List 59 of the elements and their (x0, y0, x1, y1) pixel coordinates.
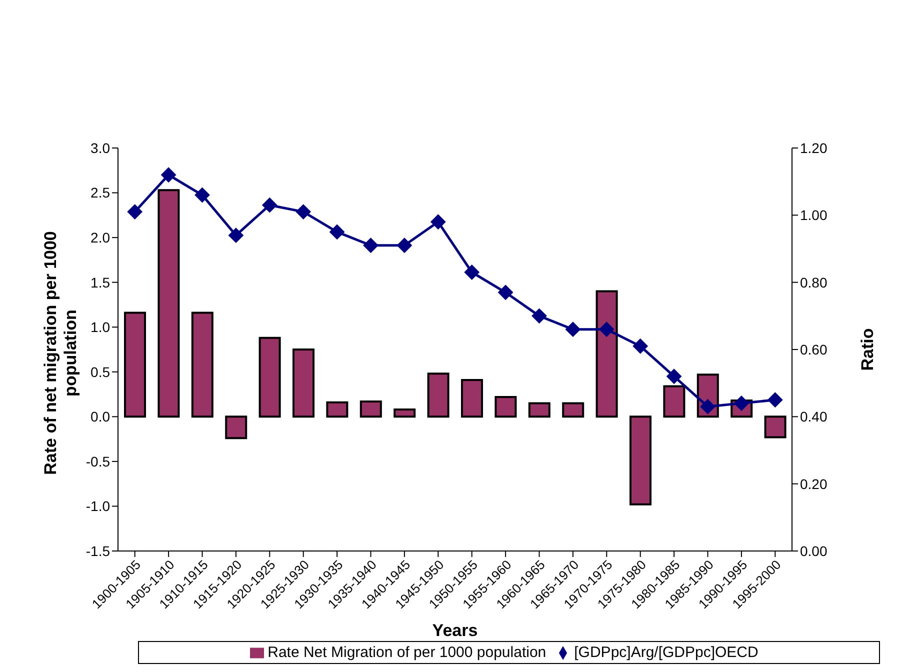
bar (630, 416, 652, 506)
point (532, 308, 547, 324)
y-tick-label: 0.5 (90, 364, 110, 380)
bar (596, 290, 618, 418)
bar (494, 396, 517, 418)
bar (394, 408, 416, 418)
point (498, 284, 514, 300)
bar (360, 400, 382, 418)
point (632, 338, 648, 354)
bar (158, 189, 180, 418)
bar (191, 312, 214, 418)
y2-tick-label: 0.80 (800, 274, 828, 290)
bar (764, 416, 786, 438)
point (262, 198, 278, 213)
point (363, 238, 378, 253)
point (599, 322, 614, 337)
point (127, 204, 142, 220)
y-tick-label: 1.0 (90, 319, 110, 336)
point (768, 392, 783, 408)
point (161, 167, 176, 182)
x-axis-title: Years (432, 621, 478, 640)
point (700, 399, 716, 414)
bar (663, 385, 686, 418)
point (194, 188, 210, 203)
point (565, 322, 580, 337)
point (666, 368, 682, 384)
point (296, 204, 311, 220)
y2-tick-label: 1.00 (800, 207, 828, 224)
bar (528, 402, 550, 418)
y-tick-label: 1.5 (90, 274, 110, 290)
point (396, 238, 412, 253)
point (330, 224, 345, 240)
y2-tick-label: 0.20 (800, 476, 828, 492)
legend-label: [GDPpc]Arg/[GDPpc]OECD (574, 644, 758, 661)
y-tick-label: -0.5 (86, 453, 110, 470)
y-tick-label: -1.5 (86, 542, 110, 559)
y2-tick-label: 0.40 (800, 408, 828, 425)
bar (292, 348, 314, 418)
bar (258, 336, 281, 418)
y-tick-label: 2.0 (90, 230, 110, 246)
bar (124, 312, 146, 418)
point (464, 264, 480, 280)
bar (326, 401, 348, 418)
point (430, 214, 446, 230)
bar (225, 416, 248, 440)
bar (562, 402, 584, 418)
y-tick-label: 3.0 (90, 140, 110, 156)
y2-tick-label: 1.20 (800, 140, 828, 156)
bar (461, 378, 483, 418)
y-axis-title: Rate of net migration per 1000 population (41, 230, 81, 477)
y-tick-label: 0.0 (90, 408, 110, 425)
y2-tick-label: 0.60 (800, 341, 828, 358)
y-tick-label: -1.0 (86, 498, 110, 514)
bar (427, 372, 450, 418)
y2-tick-label: 0.00 (800, 542, 828, 559)
y2-axis-title: Ratio (858, 328, 878, 371)
y-tick-label: 2.5 (90, 184, 110, 201)
point (228, 228, 244, 243)
legend-label: Rate Net Migration of per 1000 population (268, 644, 546, 661)
